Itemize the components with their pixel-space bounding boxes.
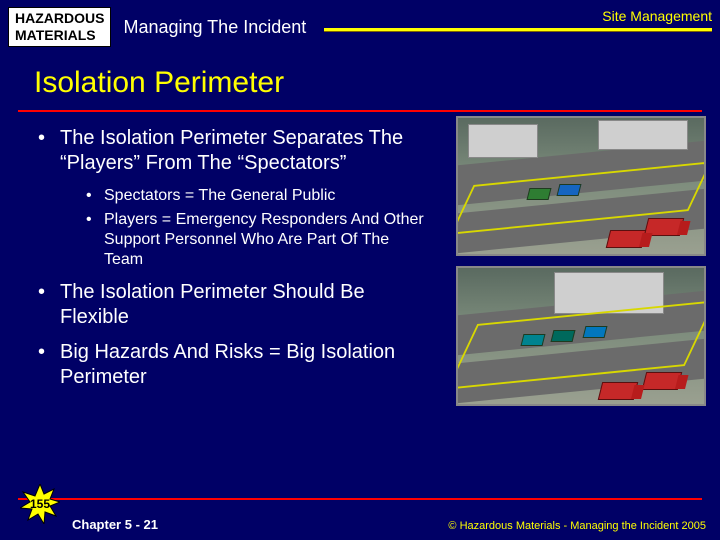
building: [598, 120, 688, 150]
vehicle: [583, 326, 608, 338]
section-label: Site Management: [602, 8, 712, 24]
sub-bullet-text: Spectators = The General Public: [104, 187, 335, 204]
bullet-list: The Isolation Perimeter Separates The “P…: [34, 126, 424, 390]
footer-rule: [18, 498, 702, 500]
building: [468, 124, 538, 158]
header-rule-wrap: Site Management: [324, 6, 712, 48]
fire-truck: [642, 372, 682, 390]
content-area: The Isolation Perimeter Separates The “P…: [0, 112, 720, 390]
sub-bullet-item: Spectators = The General Public: [84, 186, 424, 206]
vehicle: [527, 188, 552, 200]
page-ref-number: 155: [20, 484, 60, 524]
sub-bullet-item: Players = Emergency Responders And Other…: [84, 210, 424, 270]
title-row: Isolation Perimeter: [0, 48, 720, 106]
scene-figure-1: [456, 116, 706, 256]
vehicle: [521, 334, 546, 346]
copyright-label: © Hazardous Materials - Managing the Inc…: [448, 520, 706, 532]
page-ref-burst: 155: [20, 484, 60, 524]
chapter-label: Chapter 5 - 21: [72, 517, 158, 532]
bullet-text: The Isolation Perimeter Should Be Flexib…: [60, 281, 365, 328]
vehicle: [551, 330, 576, 342]
sub-bullet-list: Spectators = The General Public Players …: [84, 186, 424, 270]
slide-header: HAZARDOUS MATERIALS Managing The Inciden…: [0, 0, 720, 48]
bullet-item: The Isolation Perimeter Should Be Flexib…: [34, 280, 424, 330]
slide-title: Isolation Perimeter: [34, 66, 720, 100]
figure-stack: [456, 116, 706, 416]
fire-truck: [598, 382, 638, 400]
badge-line2: MATERIALS: [15, 27, 104, 44]
badge-line1: HAZARDOUS: [15, 10, 104, 27]
bullet-item: The Isolation Perimeter Separates The “P…: [34, 126, 424, 270]
vehicle: [557, 184, 582, 196]
bullet-text: The Isolation Perimeter Separates The “P…: [60, 127, 403, 174]
sub-bullet-text: Players = Emergency Responders And Other…: [104, 211, 424, 268]
fire-truck: [606, 230, 646, 248]
slide-footer: 155 Chapter 5 - 21 © Hazardous Materials…: [0, 498, 720, 540]
course-subtitle: Managing The Incident: [123, 17, 306, 38]
course-badge: HAZARDOUS MATERIALS: [8, 7, 111, 47]
scene-figure-2: [456, 266, 706, 406]
bullet-item: Big Hazards And Risks = Big Isolation Pe…: [34, 340, 424, 390]
bullet-text: Big Hazards And Risks = Big Isolation Pe…: [60, 341, 395, 388]
header-rule: [324, 28, 712, 32]
